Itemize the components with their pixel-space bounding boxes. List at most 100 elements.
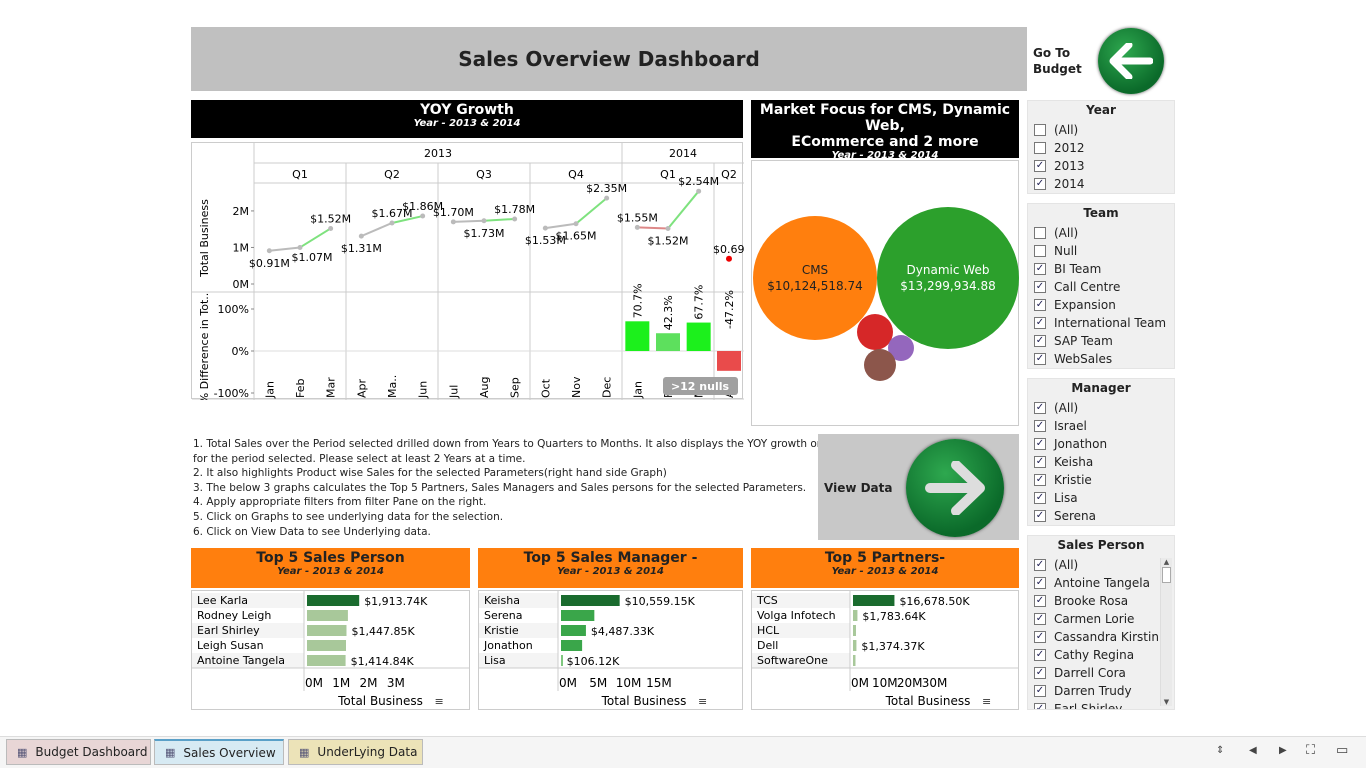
filter-team-item[interactable]: Null [1028, 242, 1174, 260]
top_manager-svg[interactable]: Keisha $10,559.15K Serena Kristie $4,487.33K… [479, 591, 742, 711]
checkbox-checked-icon[interactable]: ✓ [1034, 456, 1046, 468]
yoy-chart-svg[interactable]: 2013 2014 Q1 Q2 Q3 Q4 Q1 Q2 Jan Feb Mar Apr Ma.. Jun J… [192, 143, 744, 400]
market-bubble-svg[interactable]: CMS $10,124,518.74 Dynamic Web $13,299,9… [752, 161, 1020, 427]
checkbox-checked-icon[interactable]: ✓ [1034, 299, 1046, 311]
checkbox-empty-icon[interactable] [1034, 142, 1046, 154]
market-chart[interactable]: CMS $10,124,518.74 Dynamic Web $13,299,9… [751, 160, 1019, 426]
checkbox-checked-icon[interactable]: ✓ [1034, 613, 1046, 625]
filter-person-item[interactable]: ✓ Brooke Rosa [1028, 592, 1174, 610]
checkbox-checked-icon[interactable]: ✓ [1034, 667, 1046, 679]
tick-label: 5M [589, 676, 607, 690]
point-label: $0.91M [249, 257, 290, 270]
top-manager-chart[interactable]: Keisha $10,559.15K Serena Kristie $4,487.33K… [478, 590, 743, 710]
view-data-panel[interactable]: View Data [818, 434, 1019, 540]
point-label: $1.70M [433, 206, 474, 219]
filter-team-item[interactable]: ✓ Expansion [1028, 296, 1174, 314]
bubble-brown[interactable] [864, 349, 896, 381]
top_person-svg[interactable]: Lee Karla $1,913.74K Rodney Leigh Earl Shir… [192, 591, 469, 711]
presentation-icon[interactable]: ▭ [1336, 743, 1349, 758]
month-label: Jan [263, 381, 276, 399]
checkbox-checked-icon[interactable]: ✓ [1034, 281, 1046, 293]
checkbox-checked-icon[interactable]: ✓ [1034, 402, 1046, 414]
filter-manager-item[interactable]: ✓ (All) [1028, 399, 1174, 417]
prev-sheet-icon[interactable]: ◀ [1249, 745, 1257, 756]
checkbox-checked-icon[interactable]: ✓ [1034, 474, 1046, 486]
checkbox-empty-icon[interactable] [1034, 245, 1046, 257]
yoy-chart[interactable]: 2013 2014 Q1 Q2 Q3 Q4 Q1 Q2 Jan Feb Mar Apr Ma.. Jun J… [191, 142, 744, 400]
checkbox-checked-icon[interactable]: ✓ [1034, 317, 1046, 329]
yoy-ylabel-top: Total Business [198, 199, 211, 278]
checkbox-empty-icon[interactable] [1034, 227, 1046, 239]
filter-manager-item[interactable]: ✓ Serena [1028, 507, 1174, 525]
filter-team-item[interactable]: ✓ International Team [1028, 314, 1174, 332]
checkbox-checked-icon[interactable]: ✓ [1034, 420, 1046, 432]
filter-year-item[interactable]: (All) [1028, 121, 1174, 139]
view-data-label[interactable]: View Data [824, 481, 893, 495]
back-arrow-button[interactable] [1098, 28, 1164, 94]
filter-person-item[interactable]: ✓ Earl Shirley [1028, 700, 1174, 709]
filter-manager-item[interactable]: ✓ Kristie [1028, 471, 1174, 489]
tab-underlying-data[interactable]: ▦ UnderLying Data [288, 739, 423, 765]
filter-team-item[interactable]: ✓ Call Centre [1028, 278, 1174, 296]
bar [561, 655, 563, 666]
next-sheet-icon[interactable]: ▶ [1279, 745, 1287, 756]
row-bg [479, 608, 558, 623]
checkbox-checked-icon[interactable]: ✓ [1034, 559, 1046, 571]
tab-sales-overview[interactable]: ▦ Sales Overview [154, 739, 284, 765]
filter-person-item[interactable]: ✓ Darren Trudy [1028, 682, 1174, 700]
point-label: $1.52M [310, 212, 351, 225]
checkbox-empty-icon[interactable] [1034, 124, 1046, 136]
checkbox-checked-icon[interactable]: ✓ [1034, 263, 1046, 275]
view-data-button[interactable] [906, 439, 1004, 537]
filter-team-item[interactable]: ✓ SAP Team [1028, 332, 1174, 350]
checkbox-checked-icon[interactable]: ✓ [1034, 631, 1046, 643]
filter-person-item[interactable]: ✓ Antoine Tangela [1028, 574, 1174, 592]
filter-year-item[interactable]: ✓ 2014 [1028, 175, 1174, 193]
filter-year-item[interactable]: 2012 [1028, 139, 1174, 157]
filter-person-item[interactable]: ✓ Cathy Regina [1028, 646, 1174, 664]
bubble-ecommerce[interactable] [857, 314, 893, 350]
filter-person-item[interactable]: ✓ Cassandra Kirstin [1028, 628, 1174, 646]
checkbox-checked-icon[interactable]: ✓ [1034, 649, 1046, 661]
filter-manager-item[interactable]: ✓ Keisha [1028, 453, 1174, 471]
tab-budget-dashboard[interactable]: ▦ Budget Dashboard [6, 739, 151, 765]
checkbox-checked-icon[interactable]: ✓ [1034, 577, 1046, 589]
bubble-cms[interactable] [753, 216, 877, 340]
checkbox-checked-icon[interactable]: ✓ [1034, 178, 1046, 190]
checkbox-checked-icon[interactable]: ✓ [1034, 703, 1046, 709]
checkbox-checked-icon[interactable]: ✓ [1034, 492, 1046, 504]
filter-team-item[interactable]: (All) [1028, 224, 1174, 242]
bar [307, 595, 360, 606]
top_partner-svg[interactable]: TCS $16,678.50K Volga Infotech $1,783.64K HC… [752, 591, 1018, 711]
sort-icon[interactable]: ⇕ [1216, 745, 1225, 756]
filter-team-item[interactable]: ✓ BI Team [1028, 260, 1174, 278]
scroll-down-icon[interactable]: ▼ [1163, 698, 1170, 706]
bubble-dynamic-web[interactable] [877, 207, 1019, 349]
checkbox-checked-icon[interactable]: ✓ [1034, 353, 1046, 365]
filter-person-item[interactable]: ✓ Carmen Lorie [1028, 610, 1174, 628]
filter-team-item[interactable]: ✓ WebSales [1028, 350, 1174, 368]
checkbox-checked-icon[interactable]: ✓ [1034, 335, 1046, 347]
bubble-purple[interactable] [888, 335, 914, 361]
filter-year-item[interactable]: ✓ 2013 [1028, 157, 1174, 175]
scroll-up-icon[interactable]: ▲ [1163, 558, 1170, 566]
top-partner-chart[interactable]: TCS $16,678.50K Volga Infotech $1,783.64K HC… [751, 590, 1019, 710]
fullscreen-icon[interactable]: ⛶ [1306, 743, 1316, 758]
checkbox-checked-icon[interactable]: ✓ [1034, 510, 1046, 522]
checkbox-checked-icon[interactable]: ✓ [1034, 685, 1046, 697]
filter-manager-item[interactable]: ✓ Jonathon [1028, 435, 1174, 453]
checkbox-checked-icon[interactable]: ✓ [1034, 160, 1046, 172]
goto-budget-label[interactable]: Go To Budget [1033, 45, 1082, 77]
checkbox-checked-icon[interactable]: ✓ [1034, 595, 1046, 607]
filter-item-label: (All) [1054, 558, 1079, 572]
scroll-thumb[interactable] [1162, 567, 1171, 583]
filter-manager-item[interactable]: ✓ Israel [1028, 417, 1174, 435]
filter-person-item[interactable]: ✓ Darrell Cora [1028, 664, 1174, 682]
filter-manager-item[interactable]: ✓ Lisa [1028, 489, 1174, 507]
scrollbar[interactable]: ▲ ▼ [1160, 558, 1172, 706]
data-point [573, 221, 579, 227]
filter-person-item[interactable]: ✓ (All) [1028, 556, 1174, 574]
top-person-chart[interactable]: Lee Karla $1,913.74K Rodney Leigh Earl Shir… [191, 590, 470, 710]
checkbox-checked-icon[interactable]: ✓ [1034, 438, 1046, 450]
row-name: Dell [757, 639, 778, 652]
